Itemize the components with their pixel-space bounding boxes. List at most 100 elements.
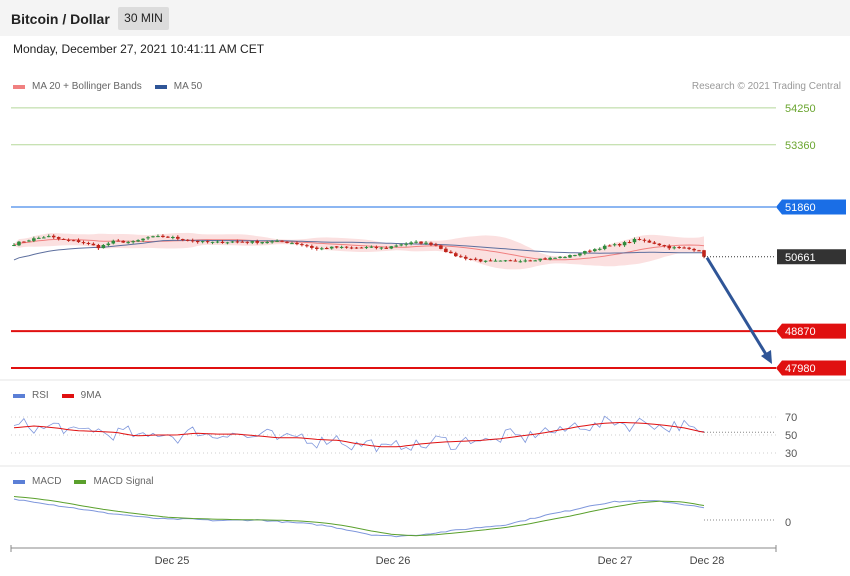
candle-body <box>96 245 101 249</box>
candle-body <box>444 248 448 253</box>
candle-body <box>439 245 443 249</box>
candle-body <box>215 241 220 243</box>
candle-body <box>449 251 453 254</box>
candle-body <box>295 242 299 245</box>
candle-body <box>46 236 51 238</box>
candle-body <box>334 246 339 248</box>
candle-body <box>22 241 26 243</box>
candle-body <box>612 244 617 246</box>
candle-body <box>190 240 195 242</box>
candle-body <box>255 240 260 243</box>
candle-body <box>91 243 96 246</box>
ma20-line <box>13 239 705 261</box>
rsi-legend-swatch <box>13 393 25 398</box>
candle-body <box>245 241 250 243</box>
candle-body <box>61 238 66 240</box>
candle-body <box>300 244 304 246</box>
candle-body <box>200 241 205 243</box>
candle-body <box>240 241 245 243</box>
candle-body <box>573 255 577 257</box>
x-tick-label: Dec 26 <box>376 555 411 567</box>
candle-body <box>305 245 309 247</box>
rsi-legend: RSI 9MA <box>13 390 114 401</box>
x-tick-label: Dec 25 <box>155 555 190 567</box>
rsi-tick-label: 70 <box>785 412 797 424</box>
candle-body <box>185 239 190 241</box>
candle-body <box>349 247 354 249</box>
rsi-tick-label: 30 <box>785 448 797 460</box>
candle-body <box>647 240 652 243</box>
candle-body <box>414 241 418 243</box>
candle-body <box>642 239 647 241</box>
candle-body <box>409 242 413 245</box>
candle-body <box>290 243 294 245</box>
candle-body <box>71 240 76 242</box>
ma50-line <box>13 239 704 261</box>
candle-body <box>265 242 269 244</box>
candle-body <box>131 241 135 243</box>
candle-body <box>364 247 369 249</box>
candle-body <box>394 245 399 247</box>
candle-body <box>662 245 667 247</box>
candle-body <box>588 250 592 252</box>
instrument-title: Bitcoin / Dollar <box>11 11 110 27</box>
candle-body <box>384 247 389 249</box>
candle-body <box>81 242 86 244</box>
candle-body <box>37 237 41 239</box>
candle-body <box>687 247 691 249</box>
candle-body <box>66 239 71 241</box>
candle-body <box>166 236 170 238</box>
candle-body <box>508 260 513 262</box>
candle-body <box>319 248 324 250</box>
candle-body <box>121 240 126 243</box>
candle-body <box>458 256 463 258</box>
candle-body <box>210 241 215 243</box>
candle-body <box>657 243 662 246</box>
candle-body <box>111 240 116 244</box>
candle-body <box>473 258 478 260</box>
candle-body <box>692 248 696 251</box>
candle-body <box>652 242 657 244</box>
macd-signal-legend-swatch <box>74 479 87 484</box>
candle-body <box>498 260 503 262</box>
candle-body <box>32 238 36 241</box>
candle-body <box>116 240 121 242</box>
candle-body <box>468 258 473 260</box>
candle-body <box>677 246 681 248</box>
rsi-ma-legend-swatch <box>61 393 74 398</box>
candle-body <box>558 256 562 258</box>
candle-body <box>354 247 359 249</box>
candle-body <box>637 239 642 241</box>
candle-body <box>285 241 289 243</box>
candle-body <box>533 260 538 262</box>
candle-body <box>27 240 31 242</box>
candle-body <box>379 247 384 249</box>
candle-body <box>592 249 597 252</box>
bollinger-band <box>14 232 704 270</box>
candle-body <box>220 241 225 244</box>
candle-body <box>563 257 567 259</box>
candle-body <box>369 246 374 248</box>
candle-body <box>156 236 160 238</box>
candle-body <box>607 245 612 247</box>
candle-body <box>627 242 632 244</box>
timeframe-button[interactable]: 30 MIN <box>118 7 169 30</box>
ma50-legend-swatch <box>154 84 167 89</box>
candle-body <box>126 242 130 244</box>
candle-body <box>672 247 677 249</box>
level-51860-label: 51860 <box>785 202 816 214</box>
candle-body <box>478 259 483 262</box>
macd-tick-label: 0 <box>785 517 791 529</box>
projection-arrow-head <box>761 350 772 364</box>
datetime-label: Monday, December 27, 2021 10:41:11 AM CE… <box>13 42 265 56</box>
projection-arrow-shaft <box>705 256 769 357</box>
rsi-legend-label: RSI <box>32 390 49 401</box>
candle-body <box>260 242 265 244</box>
candle-body <box>176 236 180 239</box>
candle-body <box>146 237 150 239</box>
level-53360-label: 53360 <box>785 140 816 152</box>
candle-body <box>101 244 106 249</box>
candle-body <box>493 260 498 262</box>
level-50661-tag <box>777 249 846 265</box>
